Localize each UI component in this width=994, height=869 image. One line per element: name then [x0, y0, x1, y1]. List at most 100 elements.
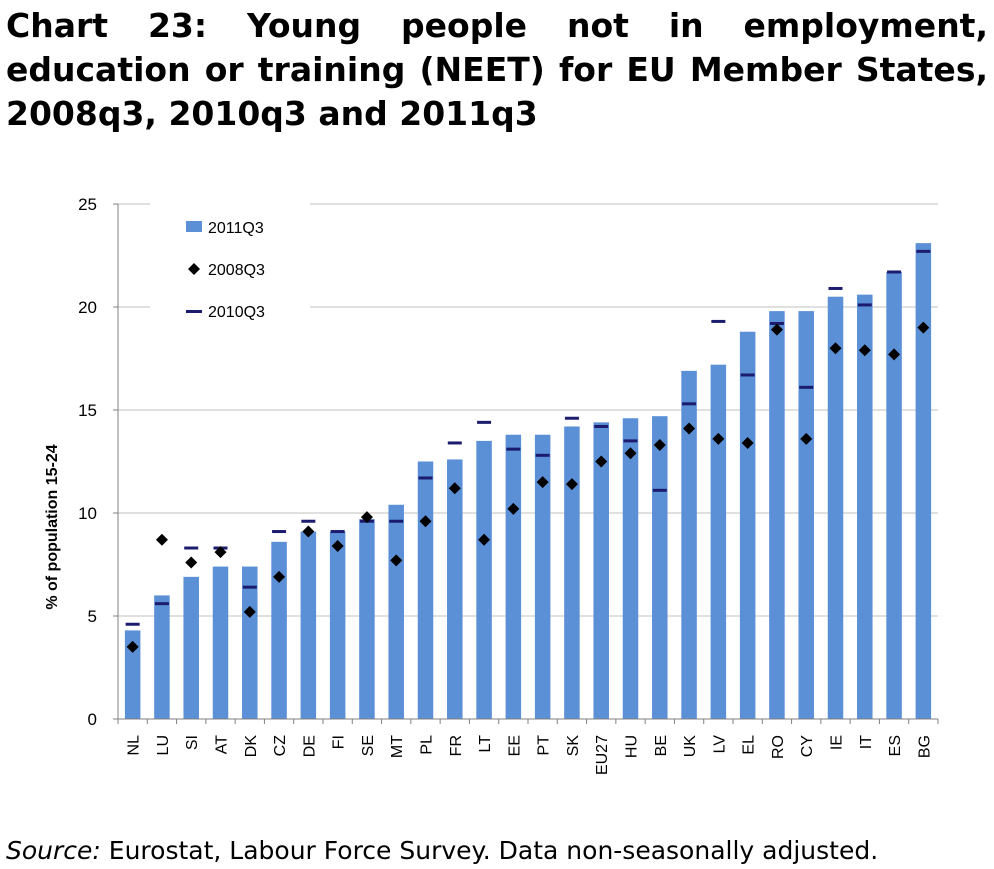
bar	[886, 271, 902, 719]
y-axis-label: % of population 15-24	[44, 444, 61, 609]
diamond-marker	[712, 432, 725, 445]
x-tick-label: EU27	[594, 735, 611, 775]
diamond-marker	[829, 342, 842, 355]
bar	[681, 370, 697, 719]
legend-diamond-marker	[188, 263, 200, 275]
x-tick-label: SI	[184, 735, 201, 750]
x-tick-label: SK	[565, 735, 582, 757]
diamond-marker	[536, 476, 549, 489]
bar	[212, 566, 229, 719]
x-tick-label: FR	[448, 735, 465, 756]
x-tick-label: SE	[360, 735, 377, 756]
diamond-marker	[214, 546, 227, 559]
diamond-marker	[595, 455, 608, 468]
dash-marker	[389, 519, 404, 523]
bar	[534, 434, 551, 719]
dash-marker	[916, 249, 931, 253]
bar	[359, 519, 375, 719]
bar	[593, 422, 609, 719]
x-tick-label: BG	[916, 735, 933, 758]
diamond-marker	[185, 556, 198, 569]
dash-marker	[740, 373, 755, 377]
x-tick-label: EL	[741, 735, 758, 755]
diamond-marker	[360, 511, 373, 524]
x-tick-label: UK	[682, 735, 699, 758]
dash-marker	[623, 439, 638, 443]
diamond-marker	[126, 640, 139, 653]
legend-label-2008q3: 2008Q3	[208, 262, 265, 279]
x-tick-label: LU	[155, 735, 172, 755]
x-tick-label: BE	[653, 735, 670, 756]
legend-label-2011q3: 2011Q3	[208, 220, 264, 237]
x-tick-label: LV	[711, 735, 728, 754]
diamond-marker	[653, 439, 666, 452]
y-tick-label: 0	[88, 710, 97, 729]
bar	[300, 531, 317, 719]
bar	[124, 630, 141, 719]
bar	[915, 243, 932, 719]
legend-label-2010q3: 2010Q3	[208, 304, 265, 321]
bar	[476, 440, 492, 719]
diamond-marker	[800, 432, 813, 445]
dash-marker	[184, 546, 199, 550]
x-tick-label: AT	[214, 735, 231, 754]
bar	[652, 416, 668, 719]
dash-marker	[799, 385, 814, 389]
bar	[329, 531, 346, 719]
y-tick-label: 5	[88, 607, 97, 626]
dash-marker	[652, 488, 667, 492]
diamond-marker	[741, 436, 754, 449]
dash-marker	[125, 622, 140, 626]
diamond-marker	[155, 533, 168, 546]
x-tick-label: MT	[389, 735, 406, 758]
diamond-marker	[478, 533, 491, 546]
y-tick-labels: 0 5 10 15 20 25	[78, 195, 97, 729]
x-tick-label: NL	[126, 735, 143, 756]
diamond-marker	[770, 323, 783, 336]
dash-marker	[828, 286, 843, 290]
dash-marker	[887, 270, 902, 274]
dash-marker	[506, 447, 521, 451]
bar	[183, 576, 199, 719]
legend-bar-swatch	[186, 221, 202, 232]
dash-marker	[682, 402, 697, 406]
bar	[505, 434, 522, 719]
y-tick-label: 15	[78, 401, 97, 420]
legend-dash-marker	[186, 310, 202, 313]
x-tick-label: ES	[887, 735, 904, 756]
diamond-marker	[624, 447, 637, 460]
diamond-marker	[419, 515, 432, 528]
dash-marker	[535, 453, 550, 457]
x-tick-label: LT	[477, 735, 494, 753]
diamond-marker	[888, 348, 901, 361]
x-tick-label: DE	[301, 735, 318, 757]
diamond-marker	[302, 525, 315, 538]
diamond-marker	[917, 321, 930, 334]
bar	[827, 296, 844, 719]
diamond-marker	[448, 482, 461, 495]
bar	[739, 331, 756, 719]
dash-marker	[857, 303, 872, 307]
dash-marker	[447, 441, 462, 445]
x-tick-labels: NL LU SI AT DK CZ DE FI SE MT PL FR LT EE PT SK EU27 HU BE…	[126, 735, 934, 775]
diamond-markers	[126, 321, 930, 653]
bar	[769, 311, 785, 719]
bar	[447, 459, 463, 719]
x-tick-label: IE	[829, 735, 846, 750]
diamond-marker	[683, 422, 696, 435]
dash-marker	[418, 476, 433, 480]
axes	[113, 203, 939, 724]
bar	[622, 418, 639, 719]
dash-marker	[477, 420, 492, 424]
diamond-marker	[390, 554, 403, 567]
legend: 2011Q3 2008Q3 2010Q3	[186, 220, 265, 321]
x-tick-label: DK	[243, 735, 260, 758]
diamond-marker	[243, 605, 256, 618]
x-tick-label: RO	[770, 735, 787, 759]
diamond-marker	[565, 478, 578, 491]
bar	[388, 504, 404, 719]
bar	[271, 541, 287, 719]
bar	[242, 566, 258, 719]
diamond-marker	[331, 539, 344, 552]
source-label: Source:	[6, 836, 101, 865]
